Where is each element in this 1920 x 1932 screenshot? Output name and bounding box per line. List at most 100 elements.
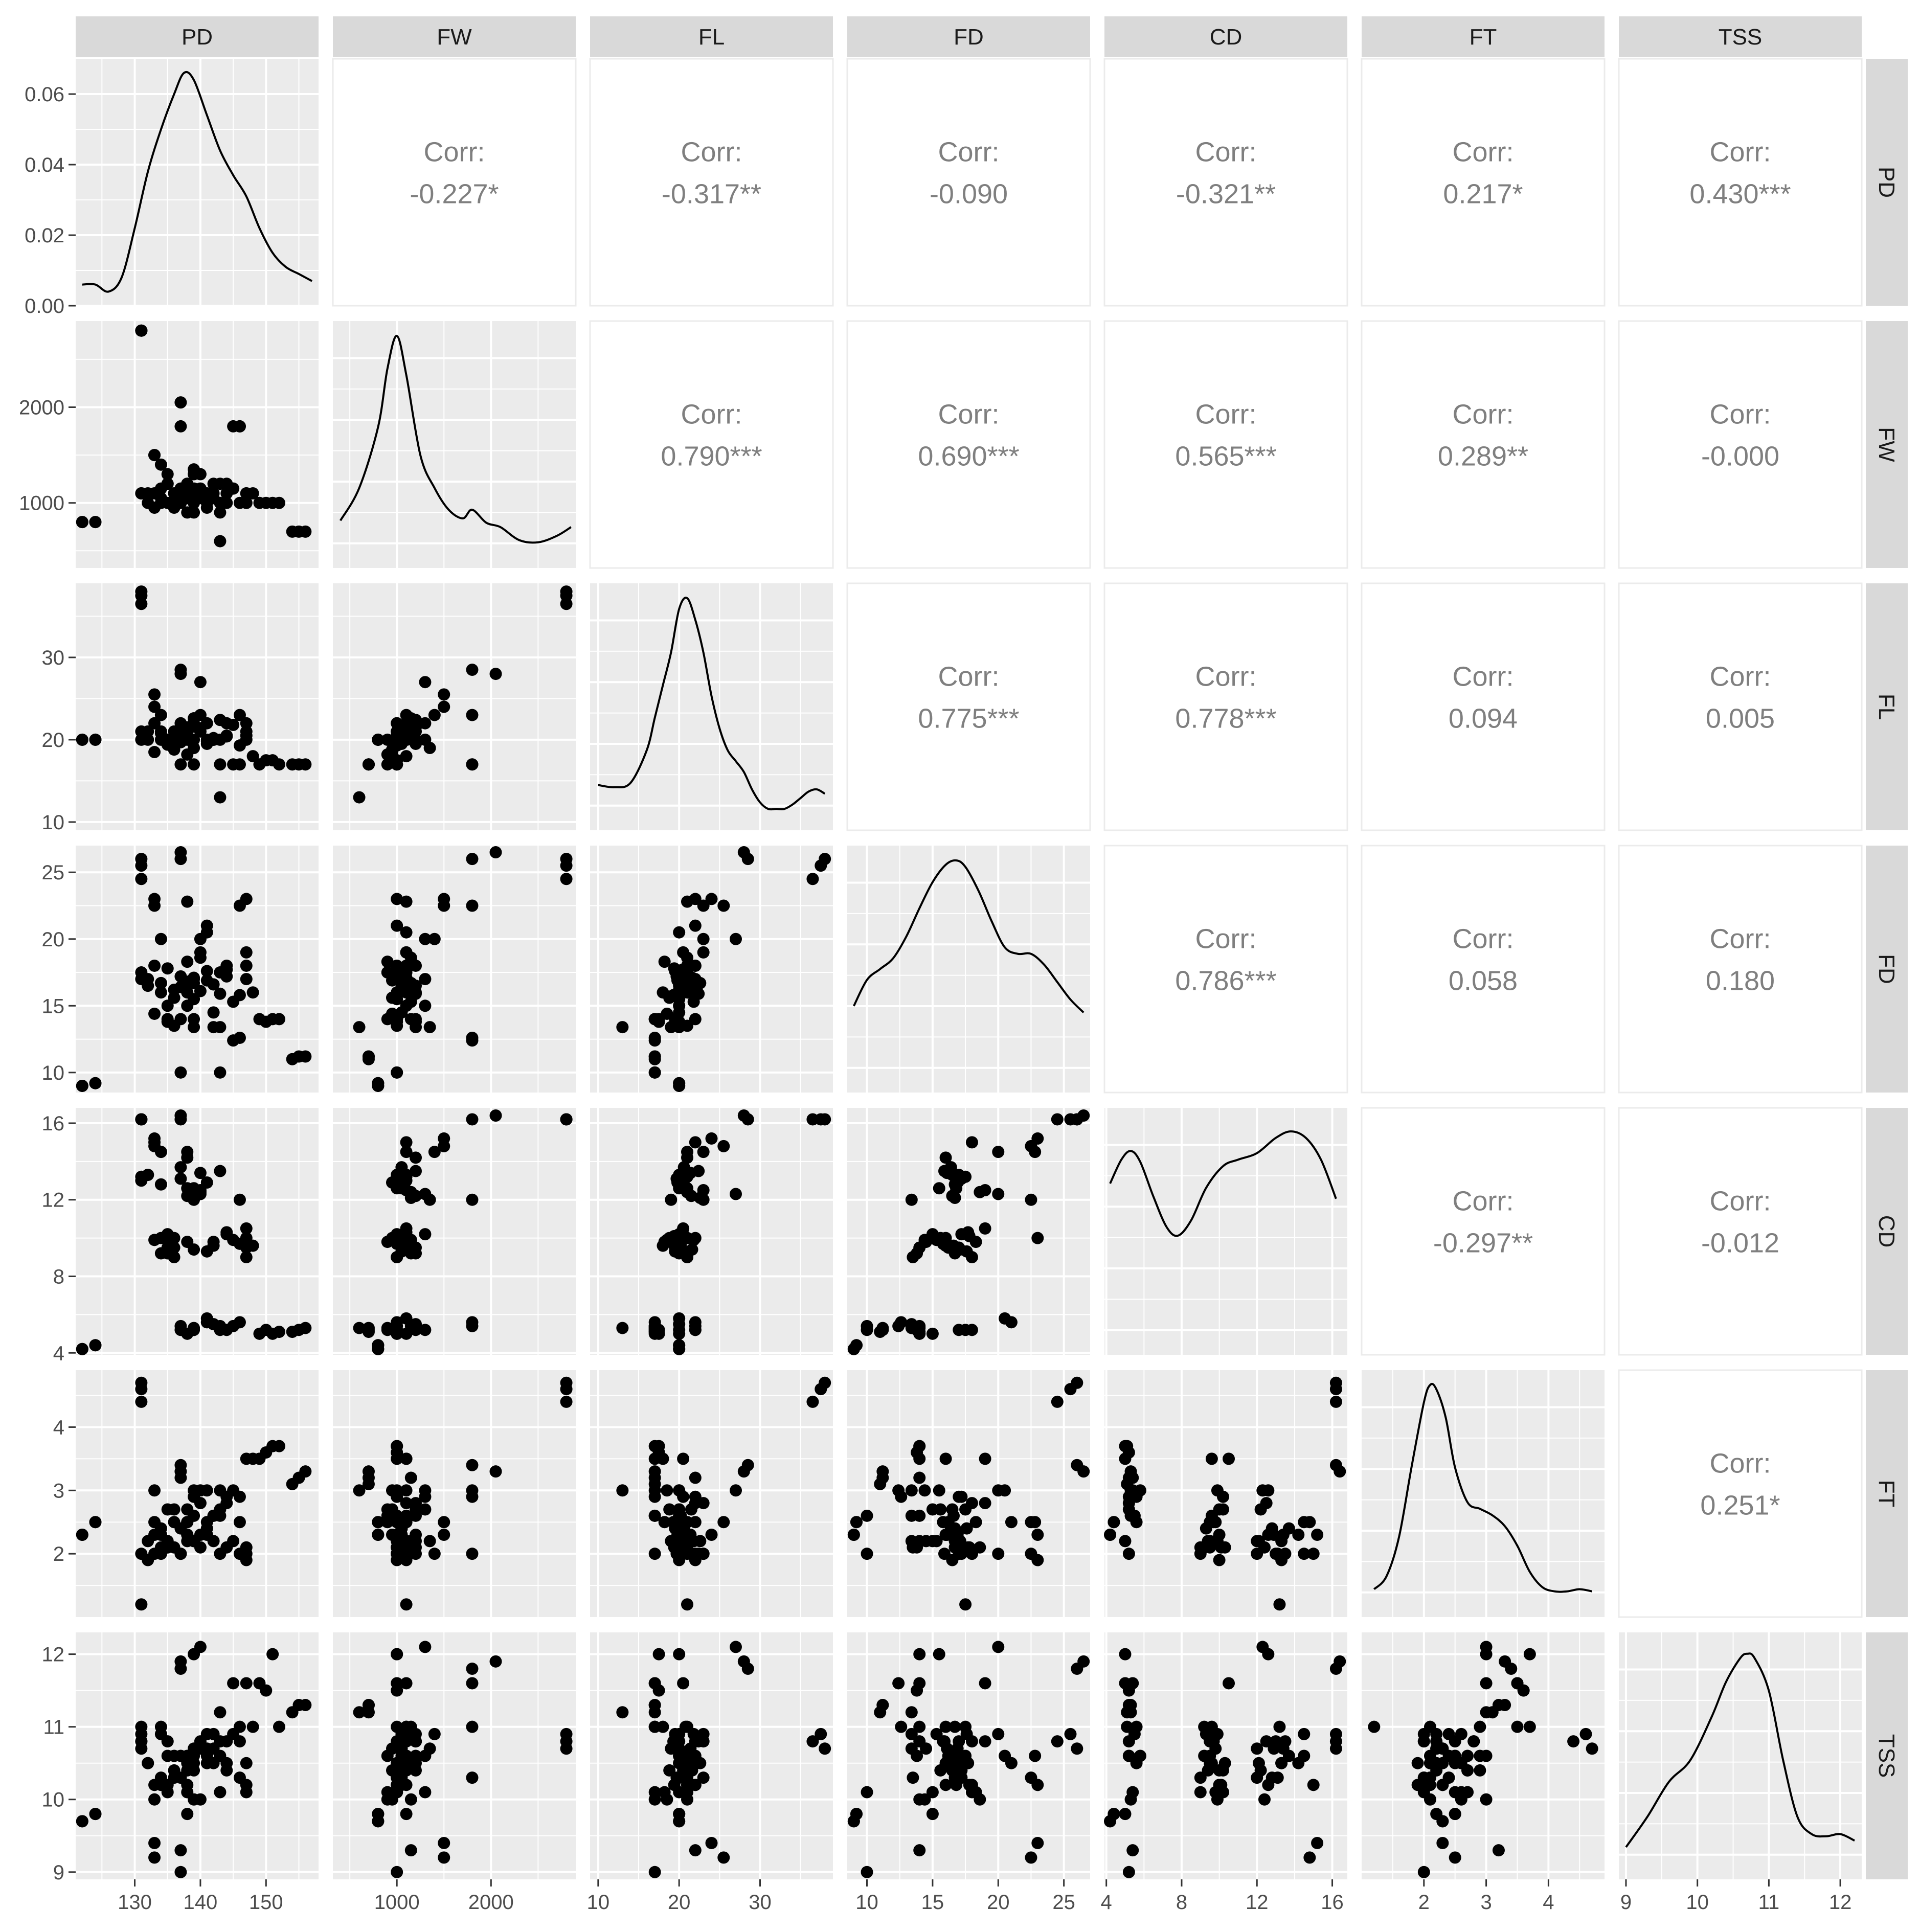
- panel-background: [1361, 320, 1606, 569]
- data-point: [1121, 1720, 1134, 1733]
- data-point: [1271, 1771, 1284, 1784]
- data-point: [400, 926, 413, 939]
- data-point: [404, 1191, 417, 1204]
- data-point: [1108, 1516, 1120, 1529]
- data-point: [861, 1548, 873, 1560]
- row-strip-ft: FT: [1866, 1370, 1908, 1617]
- data-point: [1122, 1866, 1135, 1878]
- data-point: [1121, 1440, 1134, 1452]
- data-point: [400, 1677, 413, 1690]
- data-point: [174, 396, 187, 409]
- data-point: [951, 1176, 964, 1189]
- data-point: [214, 1021, 227, 1034]
- tick-label: 2: [1418, 1891, 1430, 1914]
- data-point: [148, 1851, 161, 1864]
- data-point: [1005, 1516, 1018, 1529]
- data-point: [240, 729, 253, 742]
- corr-panel-fw-tss: Corr: -0.000: [1618, 320, 1863, 569]
- data-point: [962, 1541, 975, 1554]
- data-point: [400, 730, 413, 743]
- corr-label: Corr:: [1195, 399, 1257, 430]
- data-point: [353, 791, 366, 804]
- corr-label: Corr:: [1710, 1186, 1771, 1217]
- data-point: [918, 1484, 931, 1497]
- tick-label: 0.00: [25, 295, 64, 317]
- strip-background: [1866, 583, 1908, 830]
- data-point: [1480, 1677, 1493, 1690]
- data-point: [200, 1742, 213, 1755]
- data-point: [410, 1165, 422, 1177]
- tick-label: 20: [668, 1891, 691, 1914]
- data-point: [560, 853, 573, 866]
- tick-label: 10: [42, 811, 65, 834]
- strip-label: CD: [1210, 25, 1243, 50]
- data-point: [404, 1793, 417, 1806]
- tick-label: 25: [1052, 1891, 1075, 1914]
- tick-label: 0.02: [25, 224, 64, 247]
- panel-background: [76, 59, 319, 306]
- data-point: [135, 1735, 148, 1748]
- scatter-panel-tss-cd: [1104, 1632, 1347, 1879]
- data-point: [1436, 1742, 1449, 1755]
- data-point: [194, 1167, 207, 1179]
- strip-background: [1104, 16, 1347, 57]
- data-point: [648, 1548, 661, 1560]
- data-point: [677, 1161, 690, 1174]
- data-point: [161, 1779, 174, 1791]
- data-point: [188, 1535, 200, 1548]
- data-point: [174, 1161, 187, 1174]
- corr-panel-fw-fl: Corr: 0.790***: [589, 320, 834, 569]
- data-point: [1455, 1757, 1467, 1769]
- data-point: [466, 1113, 479, 1126]
- data-point: [273, 496, 285, 509]
- strip-background: [590, 16, 833, 57]
- scatter-panel-fw-pd: [76, 321, 319, 568]
- data-point: [400, 720, 413, 733]
- data-point: [560, 1742, 573, 1755]
- data-point: [1064, 1728, 1077, 1740]
- data-point: [1480, 1641, 1493, 1653]
- panel-background: [76, 583, 319, 830]
- tick-label: 20: [987, 1891, 1010, 1914]
- strip-background: [1619, 16, 1862, 57]
- panel-background: [847, 846, 1090, 1093]
- density-line: [1109, 1130, 1337, 1237]
- data-point: [438, 1851, 450, 1864]
- data-point: [391, 1866, 403, 1878]
- data-point: [400, 1452, 413, 1465]
- data-point: [154, 1720, 167, 1733]
- x-axis-pd: 130 140 150: [118, 1879, 283, 1914]
- data-point: [168, 1503, 180, 1516]
- data-point: [1449, 1735, 1461, 1748]
- data-point: [1126, 1786, 1139, 1799]
- data-point: [913, 1471, 926, 1484]
- data-point: [174, 1013, 187, 1026]
- data-point: [240, 893, 253, 905]
- data-point: [1211, 1728, 1224, 1740]
- column-strip-fl: FL: [590, 16, 833, 57]
- strip-background: [1362, 16, 1605, 57]
- data-point: [692, 1165, 705, 1177]
- data-point: [1262, 1779, 1275, 1791]
- data-point: [876, 1322, 889, 1334]
- data-point: [1417, 1866, 1430, 1878]
- strip-label: TSS: [1874, 1734, 1899, 1778]
- data-point: [1411, 1757, 1424, 1769]
- data-point: [438, 1836, 450, 1849]
- data-point: [1499, 1699, 1511, 1712]
- data-point: [148, 688, 161, 701]
- data-point: [954, 1764, 966, 1777]
- data-point: [616, 1484, 629, 1497]
- data-point: [381, 956, 394, 968]
- data-point: [135, 873, 148, 885]
- data-point: [806, 873, 819, 885]
- data-point: [819, 1376, 831, 1389]
- data-point: [194, 676, 207, 689]
- data-point: [1292, 1757, 1305, 1769]
- data-point: [951, 1529, 964, 1541]
- data-point: [1108, 1808, 1120, 1821]
- data-point: [1329, 1459, 1342, 1471]
- data-point: [386, 974, 398, 987]
- tick-label: 12: [42, 1644, 65, 1666]
- data-point: [174, 1866, 187, 1878]
